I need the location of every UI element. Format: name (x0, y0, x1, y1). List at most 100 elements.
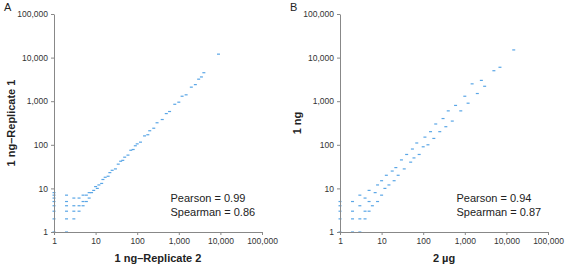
point (185, 94, 188, 95)
point (194, 84, 197, 85)
tick-label: 10,000 (494, 236, 520, 246)
point (368, 201, 371, 202)
tick: 1 (52, 232, 57, 246)
point (136, 143, 139, 144)
tick: 1 (338, 232, 343, 246)
point (126, 155, 129, 156)
tick: 100,000 (303, 9, 340, 19)
tick-label: 1,000 (169, 236, 191, 246)
tick-label: 100 (34, 140, 48, 150)
point (358, 205, 361, 206)
point (85, 195, 88, 196)
tick-label: 1 (329, 227, 334, 237)
point (72, 197, 75, 198)
point (394, 167, 397, 168)
point (512, 49, 515, 50)
tick-mark (220, 232, 221, 235)
point (415, 142, 418, 143)
point (177, 102, 180, 103)
point (364, 211, 367, 212)
point (400, 159, 403, 160)
point (376, 201, 379, 202)
point (409, 162, 412, 163)
point (72, 211, 75, 212)
panel-label: B (290, 1, 297, 13)
point (403, 168, 406, 169)
tick-mark (337, 188, 340, 189)
point (451, 120, 454, 121)
tick-mark (51, 101, 54, 102)
tick-mark (51, 14, 54, 15)
point (376, 184, 379, 185)
point (454, 105, 457, 106)
point (391, 170, 394, 171)
point (351, 218, 354, 219)
point (96, 188, 99, 189)
point (90, 192, 93, 193)
point (380, 195, 383, 196)
tick: 1,000 (27, 96, 54, 106)
point (161, 119, 164, 120)
point (444, 126, 447, 127)
point (88, 197, 91, 198)
tick: 100 (34, 140, 54, 150)
tick-mark (337, 145, 340, 146)
point (471, 83, 474, 84)
point (432, 138, 435, 139)
point (78, 211, 81, 212)
point (165, 113, 168, 114)
tick: 100,000 (533, 232, 564, 246)
tick-mark (51, 58, 54, 59)
point (438, 131, 441, 132)
tick-label: 10,000 (308, 53, 334, 63)
tick: 100 (417, 232, 431, 246)
axis-line (54, 15, 55, 233)
point (429, 131, 432, 132)
point (72, 218, 75, 219)
point (383, 188, 386, 189)
axis-line (341, 232, 549, 233)
y-title: 1 ng–Replicate 1 (5, 80, 17, 167)
point (380, 180, 383, 181)
point (168, 111, 171, 112)
point (181, 96, 184, 97)
point (65, 201, 68, 202)
axis-line (55, 232, 263, 233)
tick: 100 (320, 140, 340, 150)
tick-mark (137, 232, 138, 235)
point (65, 195, 68, 196)
point (423, 137, 426, 138)
annotation: Spearman = 0.87 (456, 206, 541, 218)
tick-mark (423, 232, 424, 235)
point (393, 180, 396, 181)
tick-mark (51, 145, 54, 146)
point (100, 183, 103, 184)
tick-mark (51, 188, 54, 189)
point (368, 211, 371, 212)
point (387, 184, 390, 185)
point (82, 205, 85, 206)
point (92, 190, 95, 191)
tick: 10,000 (494, 232, 520, 246)
tick-label: 1 (52, 236, 57, 246)
tick: 1 (43, 227, 54, 237)
point (146, 134, 149, 135)
point (143, 135, 146, 136)
point (483, 86, 486, 87)
tick: 100 (131, 232, 145, 246)
tick-mark (548, 232, 549, 235)
tick-label: 10 (91, 236, 101, 246)
point (351, 201, 354, 202)
point (152, 128, 155, 129)
tick-label: 100 (320, 140, 334, 150)
point (447, 110, 450, 111)
point (371, 205, 374, 206)
point (426, 144, 429, 145)
point (72, 205, 75, 206)
point (101, 179, 104, 180)
tick: 1,000 (455, 232, 477, 246)
tick-mark (337, 58, 340, 59)
tick-mark (96, 232, 97, 235)
tick-mark (179, 232, 180, 235)
tick-mark (506, 232, 507, 235)
